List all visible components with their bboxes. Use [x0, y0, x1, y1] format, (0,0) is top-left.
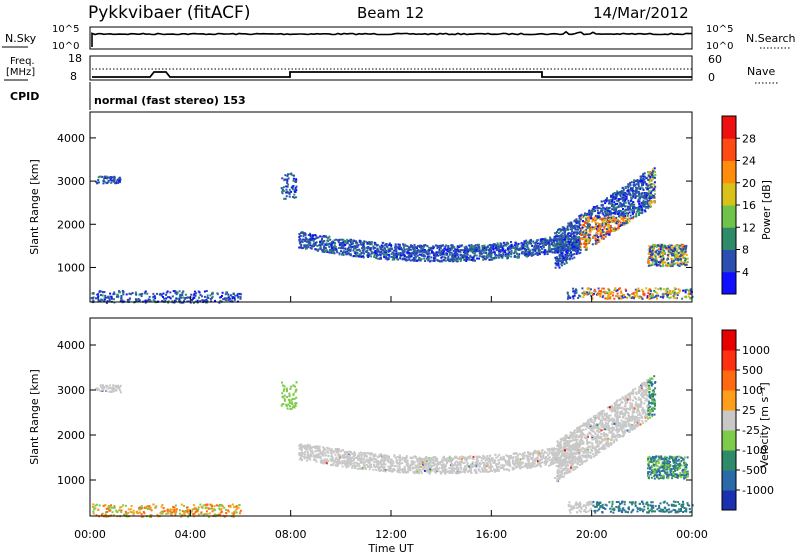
- colorbar-swatch: [722, 249, 736, 273]
- noise-right-label: N.Search: [746, 32, 796, 45]
- velocity-ylabel: Slant Range [km]: [28, 369, 41, 465]
- xaxis-tick-label: 08:00: [275, 528, 307, 541]
- velocity-colorbar-label: Velocity [m s⁻¹]: [758, 382, 771, 467]
- colorbar-tick-label: 1000: [742, 344, 770, 357]
- xaxis-tick-label: 12:00: [375, 528, 407, 541]
- power-y-axis: 1000 2000 3000 4000: [57, 132, 692, 274]
- colorbar-tick-label: 24: [742, 155, 756, 168]
- time-axis: 00:00 04:00 08:00 12:00 16:00 20:00 00:00: [74, 296, 708, 541]
- noise-right-tick-bottom: 10^0: [706, 41, 733, 52]
- yaxis-tick-label: 2000: [57, 429, 85, 442]
- freq-left-label-1: Freq.: [10, 56, 35, 67]
- power-ylabel: Slant Range [km]: [28, 159, 41, 255]
- yaxis-tick-label: 3000: [57, 384, 85, 397]
- power-colorbar-label: Power [dB]: [760, 180, 773, 240]
- colorbar-tick-label: 4: [742, 266, 749, 279]
- plot-title: Pykkvibaer (fitACF): [88, 3, 250, 23]
- yaxis-tick-label: 4000: [57, 132, 85, 145]
- xaxis-tick-label: 00:00: [676, 528, 708, 541]
- noise-left-tick-top: 10^5: [52, 24, 79, 35]
- colorbar-tick-label: -500: [742, 464, 767, 477]
- colorbar-tick-label: -25: [742, 424, 760, 437]
- colorbar-tick-label: -1000: [742, 484, 774, 497]
- colorbar-swatch: [722, 330, 736, 351]
- cpid-label: CPID: [10, 90, 39, 103]
- noise-left-label: N.Sky: [5, 32, 37, 45]
- colorbar-swatch: [722, 390, 736, 411]
- colorbar-swatch: [722, 350, 736, 371]
- colorbar-swatch: [722, 182, 736, 206]
- colorbar-swatch: [722, 490, 736, 511]
- colorbar-swatch: [722, 271, 736, 295]
- power-heatmap-cells: [90, 167, 694, 304]
- xaxis-label: Time UT: [367, 542, 413, 554]
- freq-panel-frame: [89, 55, 693, 81]
- freq-right-tick-bottom: 0: [708, 71, 715, 84]
- yaxis-tick-label: 3000: [57, 175, 85, 188]
- freq-left-tick-bottom: 8: [70, 70, 77, 83]
- beam-label: Beam 12: [357, 4, 424, 22]
- colorbar-tick-label: 100: [742, 384, 763, 397]
- noise-left-tick-bottom: 10^0: [52, 41, 79, 52]
- yaxis-tick-label: 1000: [57, 474, 85, 487]
- colorbar-swatch: [722, 470, 736, 491]
- velocity-heatmap-cells: [91, 375, 694, 518]
- noise-sky-series: [91, 30, 693, 47]
- freq-series: [92, 71, 692, 78]
- colorbar-tick-label: 500: [742, 364, 763, 377]
- freq-right-tick-top: 60: [708, 53, 722, 66]
- colorbar-swatch: [722, 370, 736, 391]
- power-panel-frame: [89, 111, 693, 303]
- colorbar-swatch: [722, 227, 736, 250]
- colorbar-tick-label: 8: [742, 244, 749, 257]
- colorbar-swatch: [722, 450, 736, 471]
- date-label: 14/Mar/2012: [593, 4, 689, 22]
- colorbar-tick-label: 20: [742, 177, 756, 190]
- colorbar-tick-label: 25: [742, 404, 756, 417]
- colorbar-swatch: [722, 430, 736, 451]
- xaxis-tick-label: 00:00: [74, 528, 106, 541]
- noise-panel-frame: [89, 26, 693, 50]
- xaxis-tick-label: 16:00: [475, 528, 507, 541]
- power-colorbar: 4 8 12 16 20 24 28: [721, 115, 756, 295]
- colorbar-swatch: [722, 116, 736, 139]
- cpid-value: normal (fast stereo) 153: [94, 94, 246, 107]
- colorbar-swatch: [722, 410, 736, 431]
- xaxis-tick-label: 04:00: [174, 528, 206, 541]
- velocity-colorbar: 1000 500 100 25 -25 -100 -500 -1000: [721, 329, 774, 511]
- yaxis-tick-label: 2000: [57, 218, 85, 231]
- xaxis-tick-label: 20:00: [576, 528, 608, 541]
- freq-right-label: Nave: [747, 65, 775, 78]
- colorbar-tick-label: 16: [742, 199, 756, 212]
- colorbar-tick-label: -100: [742, 444, 767, 457]
- noise-right-tick-top: 10^5: [706, 24, 733, 35]
- velocity-y-axis: 1000 2000 3000 4000: [57, 339, 692, 487]
- colorbar-tick-label: 12: [742, 221, 756, 234]
- colorbar-frame: [721, 329, 737, 511]
- yaxis-tick-label: 4000: [57, 339, 85, 352]
- freq-left-label-2: [MHz]: [6, 67, 35, 78]
- colorbar-swatch: [722, 138, 736, 161]
- freq-left-tick-top: 18: [68, 52, 82, 65]
- colorbar-swatch: [722, 160, 736, 184]
- colorbar-tick-label: 28: [742, 132, 756, 145]
- yaxis-tick-label: 1000: [57, 261, 85, 274]
- colorbar-swatch: [722, 205, 736, 228]
